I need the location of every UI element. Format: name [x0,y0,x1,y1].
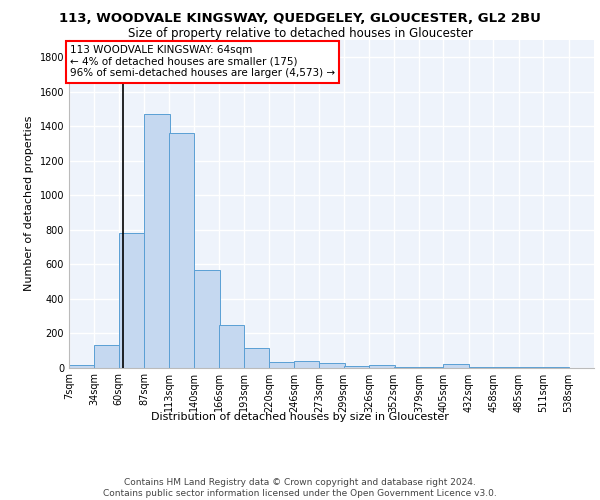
Bar [194,270,220,368]
Bar [319,363,344,368]
Bar [443,364,469,368]
Bar [294,362,319,368]
Bar [169,133,194,368]
Bar [394,366,419,368]
Bar [69,365,94,368]
Bar [344,366,369,368]
Bar [94,345,120,368]
Text: 113 WOODVALE KINGSWAY: 64sqm
← 4% of detached houses are smaller (175)
96% of se: 113 WOODVALE KINGSWAY: 64sqm ← 4% of det… [70,45,335,78]
Bar [269,362,295,368]
Y-axis label: Number of detached properties: Number of detached properties [24,116,34,292]
Text: 113, WOODVALE KINGSWAY, QUEDGELEY, GLOUCESTER, GL2 2BU: 113, WOODVALE KINGSWAY, QUEDGELEY, GLOUC… [59,12,541,26]
Text: Contains HM Land Registry data © Crown copyright and database right 2024.
Contai: Contains HM Land Registry data © Crown c… [103,478,497,498]
Bar [144,114,170,368]
Bar [119,233,144,368]
Bar [369,365,395,368]
Bar [218,326,244,368]
Text: Distribution of detached houses by size in Gloucester: Distribution of detached houses by size … [151,412,449,422]
Text: Size of property relative to detached houses in Gloucester: Size of property relative to detached ho… [128,28,473,40]
Bar [244,348,269,368]
